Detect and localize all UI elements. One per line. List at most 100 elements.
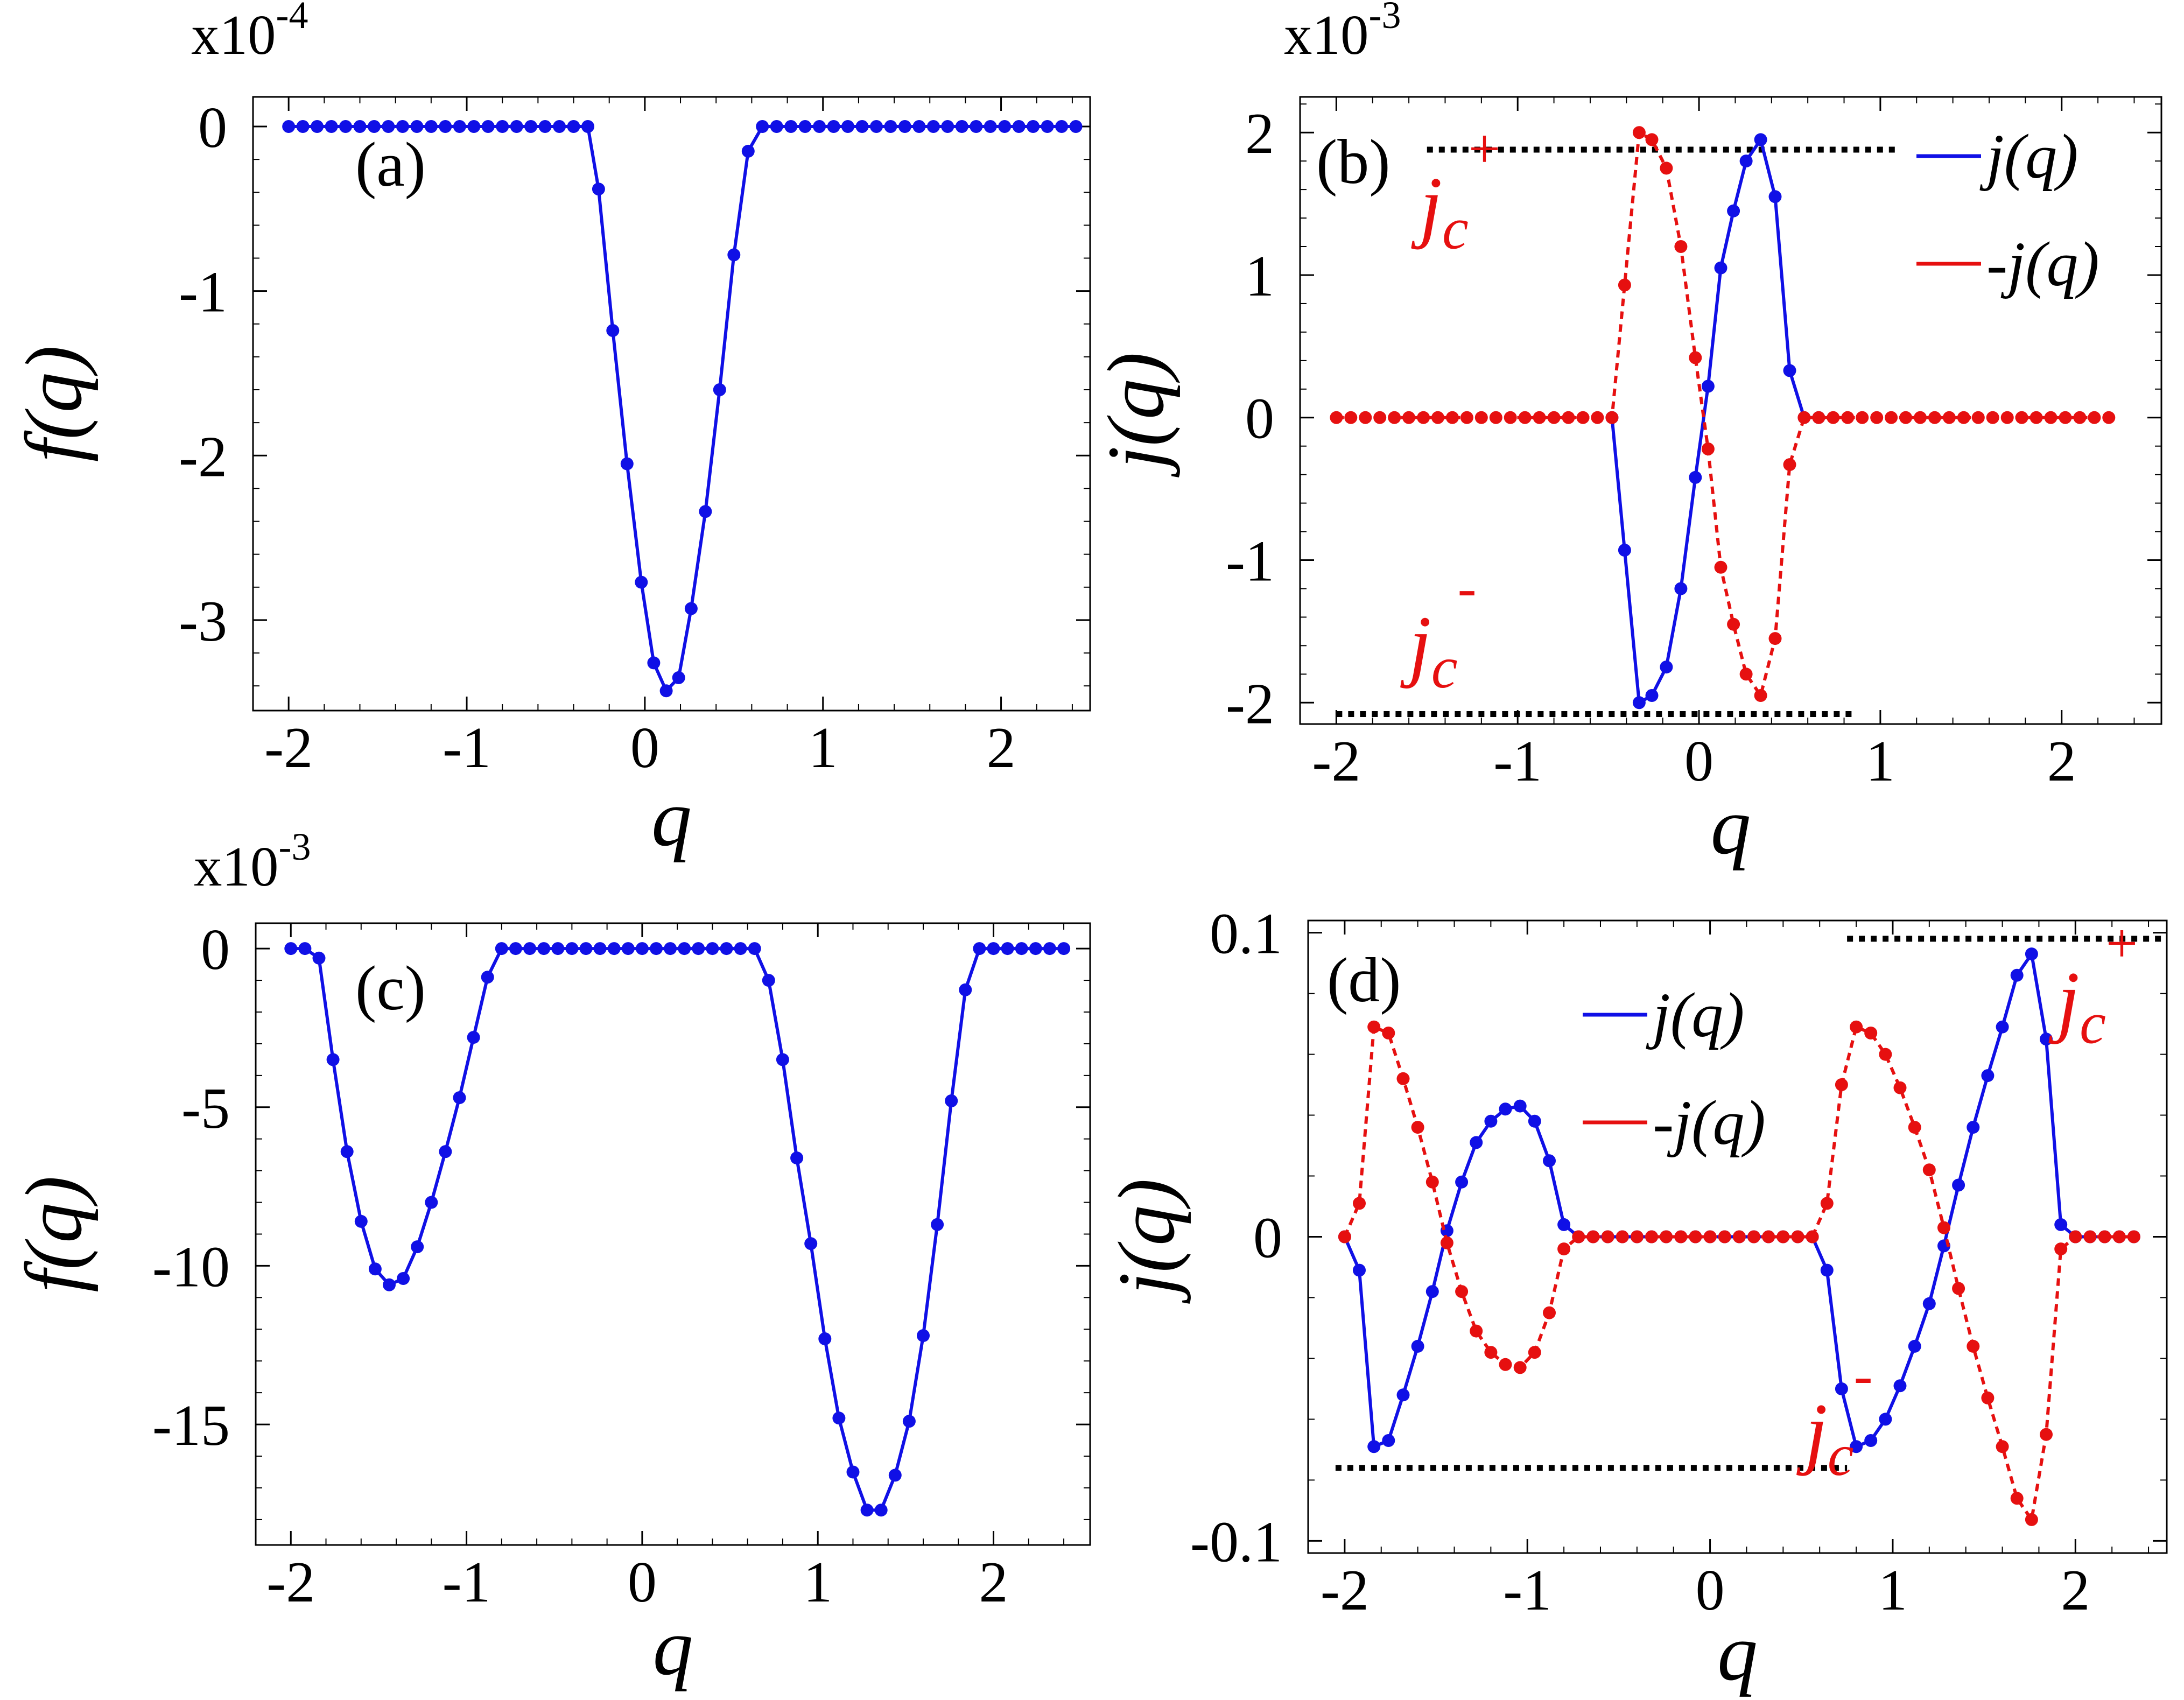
data-point	[912, 120, 926, 133]
annotation-main: j	[1796, 1387, 1828, 1477]
x-tick-label: -1	[1493, 729, 1542, 793]
data-point	[1616, 1230, 1629, 1244]
x-axis-label: q	[1711, 782, 1751, 871]
x-axis-label: q	[651, 774, 692, 863]
data-point	[1388, 411, 1401, 424]
data-point	[756, 120, 769, 133]
data-point	[581, 120, 594, 133]
data-point	[672, 671, 685, 684]
data-point	[1562, 411, 1575, 424]
data-point	[439, 120, 452, 133]
data-point	[1908, 1121, 1921, 1134]
data-point	[2044, 411, 2057, 424]
data-point	[620, 457, 634, 470]
data-point	[1879, 1048, 1892, 1061]
data-point	[296, 120, 310, 133]
data-point	[282, 120, 296, 133]
data-point	[1484, 1346, 1498, 1359]
data-point	[1367, 1020, 1381, 1034]
data-point	[1027, 120, 1040, 133]
x-tick-label: -2	[264, 716, 313, 780]
data-point	[1768, 632, 1782, 645]
y-tick-label: -15	[152, 1394, 230, 1458]
data-point	[2102, 411, 2116, 424]
data-point	[776, 1053, 789, 1066]
data-point	[383, 1278, 396, 1291]
data-point	[762, 974, 775, 987]
data-point	[1367, 1440, 1381, 1453]
data-point	[748, 942, 761, 956]
data-point	[973, 942, 986, 956]
data-point	[998, 120, 1012, 133]
data-point	[537, 942, 551, 956]
data-point	[970, 120, 983, 133]
data-point	[1043, 942, 1056, 956]
data-point	[340, 1145, 354, 1158]
y-tick-label: -1	[179, 261, 227, 325]
data-point	[659, 684, 673, 698]
data-point	[1041, 120, 1054, 133]
multiplier-exponent: -4	[276, 0, 308, 37]
data-point	[1996, 1020, 2009, 1034]
data-point	[1557, 1218, 1571, 1231]
data-point	[1660, 161, 1673, 175]
data-point	[1660, 1230, 1673, 1244]
data-point	[1689, 351, 1702, 364]
data-point	[813, 120, 826, 133]
data-point	[1942, 411, 1956, 424]
data-point	[1981, 1069, 1995, 1083]
data-point	[396, 120, 409, 133]
data-point	[650, 942, 663, 956]
data-point	[368, 120, 381, 133]
data-point	[453, 1091, 466, 1105]
data-point	[713, 383, 726, 396]
annotation-sub: c	[1828, 1422, 1854, 1488]
data-point	[453, 120, 466, 133]
x-axis-label: q	[1717, 1608, 1758, 1697]
data-point	[1499, 1358, 1512, 1371]
data-point	[1411, 1339, 1424, 1353]
data-point	[382, 120, 395, 133]
data-point	[1747, 1230, 1760, 1244]
x-tick-label: -2	[1321, 1558, 1369, 1622]
annotation-sub: c	[1431, 635, 1458, 700]
data-point	[1543, 1306, 1556, 1319]
legend: j(q) -j(q)	[1916, 121, 2099, 299]
data-point	[1645, 1230, 1658, 1244]
data-point	[1783, 364, 1796, 377]
data-point	[1533, 411, 1546, 424]
data-point	[1396, 1388, 1410, 1402]
data-point	[1914, 411, 1927, 424]
plot-frame	[1299, 96, 2162, 725]
data-point	[955, 120, 968, 133]
data-point	[553, 120, 566, 133]
data-point	[770, 120, 783, 133]
data-point	[312, 951, 326, 965]
data-point	[1455, 1175, 1469, 1189]
annotation-sup: +	[1469, 117, 1500, 180]
data-point	[1411, 1121, 1424, 1134]
annotation-sup: -	[1854, 1344, 1873, 1407]
annotation-sup: +	[2106, 912, 2138, 975]
data-point	[884, 120, 897, 133]
data-point	[1001, 942, 1014, 956]
data-point	[621, 942, 635, 956]
data-point	[798, 120, 812, 133]
data-point	[1893, 1081, 1907, 1094]
data-point	[1460, 411, 1473, 424]
data-point	[987, 942, 1000, 956]
data-point	[325, 120, 338, 133]
data-point	[1440, 1236, 1453, 1249]
data-point	[1996, 1440, 2009, 1453]
data-point	[1402, 411, 1416, 424]
x-tick-label: 0	[1696, 1558, 1725, 1622]
x-tick-label: 2	[2061, 1558, 2090, 1622]
data-point	[874, 1504, 888, 1517]
data-point	[1353, 1197, 1366, 1210]
data-point	[1967, 1339, 1980, 1353]
data-point	[734, 942, 747, 956]
data-point	[1870, 411, 1884, 424]
data-point	[2083, 1230, 2097, 1244]
data-point	[1732, 1230, 1746, 1244]
data-point	[1952, 1178, 1965, 1192]
